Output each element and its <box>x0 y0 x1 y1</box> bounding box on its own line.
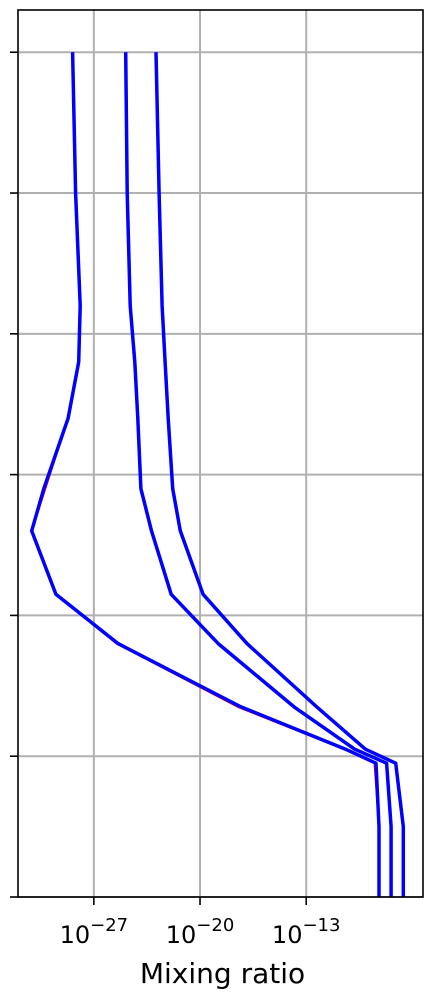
x-tick-label-base: 10 <box>166 921 197 949</box>
x-tick-label-2: 10−13 <box>272 915 341 949</box>
series-line-3 <box>154 52 406 897</box>
series-lines <box>29 52 406 897</box>
series-line-1 <box>29 52 381 897</box>
x-tick-label-exponent: −27 <box>90 915 128 936</box>
x-axis-label: Mixing ratio <box>140 957 305 990</box>
x-tick-label-base: 10 <box>60 921 91 949</box>
plot-frame <box>17 9 424 898</box>
x-tick-label-base: 10 <box>272 921 303 949</box>
x-tick-label-0: 10−27 <box>60 915 129 949</box>
x-tick-label-1: 10−20 <box>166 915 235 949</box>
ticks: 10−27 10−20 10−13 <box>10 51 341 949</box>
series-line-2 <box>123 52 393 897</box>
grid <box>18 10 423 898</box>
x-tick-label-exponent: −20 <box>196 915 234 936</box>
x-tick-label-exponent: −13 <box>302 915 340 936</box>
